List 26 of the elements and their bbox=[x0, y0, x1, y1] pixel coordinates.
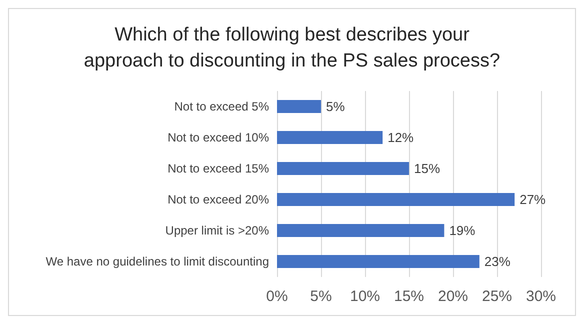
bar bbox=[277, 162, 409, 175]
bar bbox=[277, 100, 321, 113]
x-tick-label: 25% bbox=[482, 288, 512, 305]
y-tick-label: Not to exceed 10% bbox=[168, 130, 270, 144]
data-label: 5% bbox=[326, 99, 346, 114]
y-tick-label: Not to exceed 15% bbox=[168, 162, 270, 176]
x-tick-label: 20% bbox=[438, 288, 468, 305]
data-label: 19% bbox=[449, 223, 476, 238]
bar bbox=[277, 193, 515, 206]
data-label: 12% bbox=[388, 130, 414, 145]
data-label: 23% bbox=[484, 254, 511, 269]
bar bbox=[277, 224, 444, 237]
y-tick-label: Not to exceed 20% bbox=[168, 192, 270, 206]
y-tick-label: We have no guidelines to limit discounting bbox=[46, 254, 269, 268]
data-label: 15% bbox=[414, 161, 440, 176]
x-tick-label: 5% bbox=[310, 288, 332, 305]
y-tick-label: Upper limit is >20% bbox=[165, 224, 270, 238]
bar bbox=[277, 131, 383, 144]
x-tick-label: 0% bbox=[266, 288, 288, 305]
x-tick-label: 15% bbox=[394, 288, 424, 305]
x-tick-label: 30% bbox=[526, 288, 556, 305]
x-tick-label: 10% bbox=[350, 288, 380, 305]
chart-title: Which of the following best describes your approach to discounting in the PS sales process? bbox=[84, 24, 500, 72]
y-tick-label: Not to exceed 5% bbox=[174, 100, 270, 114]
bar bbox=[277, 255, 480, 268]
data-label: 27% bbox=[520, 192, 546, 207]
